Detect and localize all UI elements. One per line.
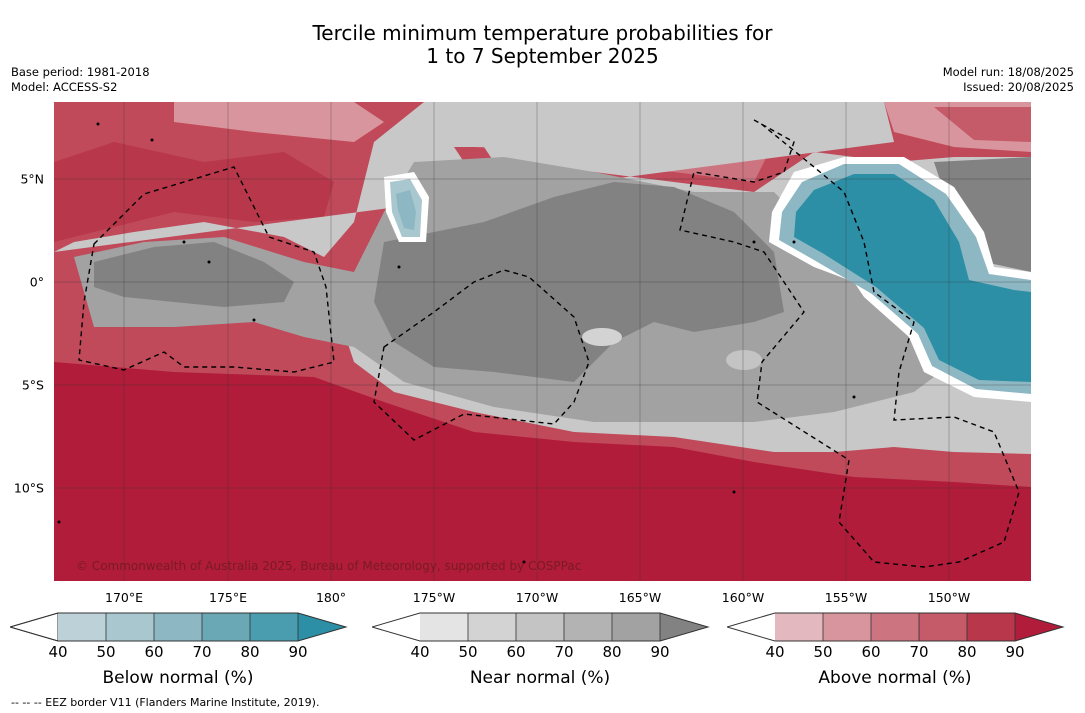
colorbar-above-bin-5 <box>967 613 1015 641</box>
above-normal-northeast <box>934 107 1031 142</box>
lat-tick-5S: 5°S <box>21 377 44 393</box>
colorbar-near-tick-50: 50 <box>458 643 478 661</box>
colorbar-above-max-arrow <box>1015 613 1063 641</box>
lon-tick-175E: 175°E <box>208 590 248 605</box>
island-marks <box>57 122 856 564</box>
lat-tick-5N: 5°N <box>20 171 44 187</box>
colorbar-above-bin-4 <box>919 613 967 641</box>
lon-tick-155W: 155°W <box>824 590 868 605</box>
map-title: Tercile minimum temperature probabilitie… <box>0 22 1085 68</box>
colorbar-above-bin-1 <box>775 613 823 641</box>
colorbar-near-bin-3 <box>516 613 564 641</box>
colorbar-near-bin-2 <box>468 613 516 641</box>
colorbar-above-label: Above normal (%) <box>818 668 972 688</box>
colorbar-above-bin-3 <box>871 613 919 641</box>
colorbar-below-bin-1 <box>58 613 106 641</box>
colorbar-above-tick-80: 80 <box>957 643 977 661</box>
title-line-1: Tercile minimum temperature probabilitie… <box>312 21 773 45</box>
colorbar-near-max-arrow <box>660 613 708 641</box>
colorbar-below-tick-90: 90 <box>288 643 308 661</box>
lon-tick-180: 180° <box>315 590 347 605</box>
metadata-left: Base period: 1981-2018 Model: ACCESS-S2 <box>11 65 150 95</box>
grid-lines <box>54 102 1031 581</box>
colorbar-near-tick-40: 40 <box>410 643 430 661</box>
colorbar-below-tick-80: 80 <box>240 643 260 661</box>
above-normal-region-south <box>54 362 1031 581</box>
near-normal-white-spot-1 <box>582 328 622 346</box>
colorbar-below-tick-70: 70 <box>192 643 212 661</box>
copyright-notice: © Commonwealth of Australia 2025, Bureau… <box>76 559 582 573</box>
eez-borders <box>78 119 1020 568</box>
lon-tick-170E: 170°E <box>104 590 144 605</box>
metadata-right: Model run: 18/08/2025 Issued: 20/08/2025 <box>943 65 1074 95</box>
colorbar-below-bin-2 <box>106 613 154 641</box>
colorbar-above-tick-60: 60 <box>861 643 881 661</box>
colorbar-near-tick-60: 60 <box>506 643 526 661</box>
colorbar-near-bin-1 <box>420 613 468 641</box>
lat-tick-0: 0° <box>29 274 44 290</box>
colorbar-above-min-arrow <box>727 613 775 641</box>
colorbar-above-tick-70: 70 <box>909 643 929 661</box>
colorbar-near-tick-70: 70 <box>554 643 574 661</box>
colorbar-above-bin-2 <box>823 613 871 641</box>
colorbar-above-normal <box>727 612 1065 642</box>
lat-tick-10S: 10°S <box>13 480 44 496</box>
lon-tick-150W: 150°W <box>927 590 971 605</box>
colorbar-below-label: Below normal (%) <box>102 668 254 688</box>
below-normal-strong-east <box>794 174 1031 382</box>
lon-tick-165W: 165°W <box>618 590 662 605</box>
near-normal-white-spot-2 <box>726 350 762 370</box>
colorbar-near-tick-90: 90 <box>650 643 670 661</box>
colorbar-below-min-arrow <box>10 612 59 642</box>
colorbar-below-bin-5 <box>250 613 298 641</box>
colorbar-below-tick-40: 40 <box>48 643 68 661</box>
colorbar-above-tick-90: 90 <box>1005 643 1025 661</box>
lon-tick-170W: 170°W <box>515 590 559 605</box>
colorbar-near-bin-4 <box>564 613 612 641</box>
base-period: Base period: 1981-2018 <box>11 65 150 79</box>
colorbar-near-bin-5 <box>612 613 660 641</box>
colorbar-near-label: Near normal (%) <box>469 668 611 688</box>
near-normal-strong-east <box>934 157 1031 272</box>
colorbar-above-tick-40: 40 <box>765 643 785 661</box>
colorbar-below-max-arrow <box>298 613 346 641</box>
colorbar-near-min-arrow <box>372 613 420 641</box>
below-normal-islet-core <box>396 190 416 230</box>
colorbar-near-tick-80: 80 <box>602 643 622 661</box>
near-normal-strong-west <box>94 242 294 307</box>
colorbar-below-tick-60: 60 <box>144 643 164 661</box>
model-name: Model: ACCESS-S2 <box>11 80 118 94</box>
colorbar-near-normal <box>372 612 710 642</box>
lon-tick-175W: 175°W <box>412 590 456 605</box>
colorbar-below-normal <box>10 612 348 642</box>
above-normal-light-northwest <box>174 102 384 142</box>
title-line-2: 1 to 7 September 2025 <box>426 44 659 68</box>
colorbar-below-tick-50: 50 <box>96 643 116 661</box>
model-run-date: Model run: 18/08/2025 <box>942 65 1074 79</box>
eez-footnote: -- -- -- EEZ border V11 (Flanders Marine… <box>11 696 320 709</box>
colorbar-below-bin-4 <box>202 613 250 641</box>
probability-map <box>54 102 1031 581</box>
colorbar-below-bin-3 <box>154 613 202 641</box>
issued-date: Issued: 20/08/2025 <box>963 80 1074 94</box>
colorbar-above-tick-50: 50 <box>813 643 833 661</box>
lon-tick-160W: 160°W <box>721 590 765 605</box>
